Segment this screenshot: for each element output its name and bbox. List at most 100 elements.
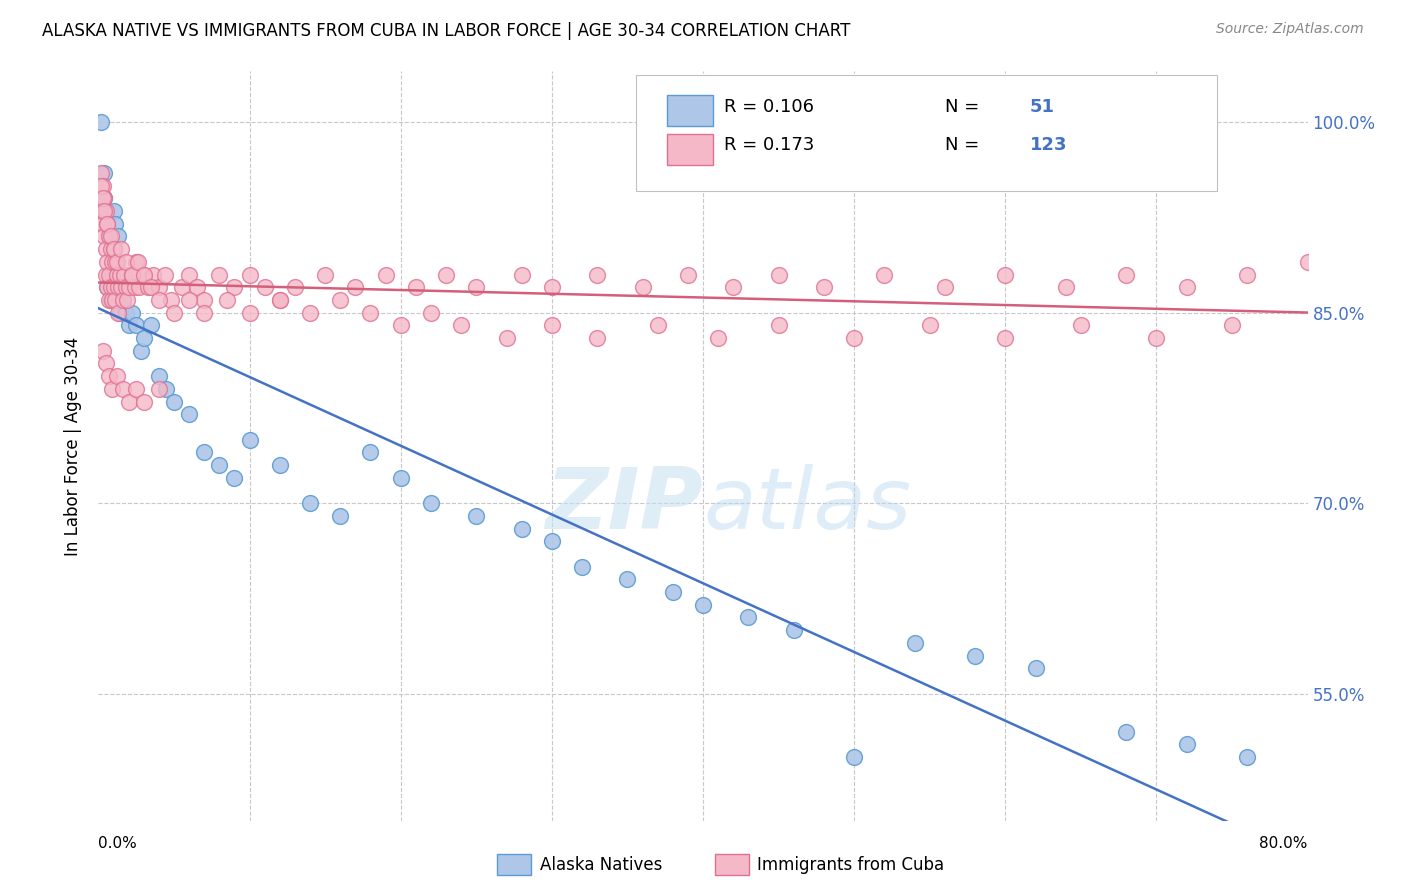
Point (360, 306, 382, 320)
Point (136, 280, 159, 294)
Point (269, 293, 291, 307)
Point (768, 268, 790, 282)
Text: R = 0.106: R = 0.106 (724, 98, 814, 116)
Point (93, 204, 115, 219)
Point (107, 229, 129, 244)
Point (1115, 724, 1137, 739)
Point (118, 280, 141, 294)
Point (737, 610, 759, 624)
Point (105, 280, 128, 294)
Text: Source: ZipAtlas.com: Source: ZipAtlas.com (1216, 22, 1364, 37)
Point (239, 306, 262, 320)
Point (783, 623, 806, 637)
Point (121, 268, 143, 282)
Point (100, 293, 122, 307)
Point (450, 318, 472, 333)
Point (93, 191, 115, 205)
Text: 51: 51 (1029, 98, 1054, 116)
Point (1144, 331, 1167, 345)
Point (179, 407, 201, 421)
Point (314, 268, 336, 282)
Point (115, 293, 138, 307)
Point (269, 293, 291, 307)
Point (374, 268, 396, 282)
Point (768, 318, 790, 333)
Point (111, 382, 134, 396)
Point (360, 445, 382, 459)
Point (510, 522, 533, 536)
Point (104, 255, 127, 269)
Point (91, 343, 114, 358)
Point (873, 268, 896, 282)
Point (101, 293, 124, 307)
Point (141, 280, 163, 294)
Point (100, 242, 122, 256)
Point (125, 318, 148, 333)
Point (89, 204, 111, 219)
Point (148, 280, 170, 294)
Point (132, 268, 155, 282)
Point (142, 268, 165, 282)
Point (94, 242, 117, 256)
Point (994, 331, 1017, 345)
Point (994, 268, 1017, 282)
Y-axis label: In Labor Force | Age 30-34: In Labor Force | Age 30-34 (65, 336, 83, 556)
Point (215, 293, 238, 307)
Point (141, 318, 163, 333)
Point (98, 229, 121, 244)
Point (1175, 280, 1198, 294)
Point (1070, 318, 1092, 333)
Point (269, 458, 291, 472)
Point (179, 268, 201, 282)
Point (1220, 318, 1243, 333)
Point (93, 229, 115, 244)
Text: Alaska Natives: Alaska Natives (540, 855, 662, 874)
Point (103, 242, 125, 256)
Point (127, 255, 149, 269)
Point (707, 331, 730, 345)
Point (93, 166, 115, 180)
Point (148, 293, 170, 307)
Point (723, 280, 745, 294)
Point (676, 268, 699, 282)
Point (103, 204, 125, 219)
Point (1115, 268, 1137, 282)
Point (98, 293, 121, 307)
Point (96, 217, 118, 231)
Point (125, 382, 148, 396)
Point (540, 280, 562, 294)
Point (114, 280, 136, 294)
Point (90, 166, 112, 180)
Point (96, 280, 118, 294)
Point (90, 115, 112, 129)
Point (239, 268, 262, 282)
Point (571, 559, 593, 574)
Point (904, 636, 927, 650)
Point (94, 204, 117, 219)
Point (1175, 738, 1198, 752)
Point (170, 280, 193, 294)
Point (96, 280, 118, 294)
Point (110, 280, 132, 294)
Point (91, 191, 114, 205)
Text: ALASKA NATIVE VS IMMIGRANTS FROM CUBA IN LABOR FORCE | AGE 30-34 CORRELATION CHA: ALASKA NATIVE VS IMMIGRANTS FROM CUBA IN… (42, 22, 851, 40)
Point (107, 306, 129, 320)
Point (91, 178, 114, 193)
Point (1054, 280, 1077, 294)
Point (586, 331, 609, 345)
Point (186, 280, 208, 294)
Point (420, 306, 443, 320)
Text: Immigrants from Cuba: Immigrants from Cuba (758, 855, 945, 874)
Point (114, 255, 136, 269)
Point (284, 280, 307, 294)
Point (155, 382, 177, 396)
Point (692, 598, 714, 612)
Point (540, 318, 562, 333)
Point (965, 648, 987, 663)
Point (647, 318, 669, 333)
Point (465, 508, 488, 523)
Text: N =: N = (945, 136, 979, 153)
Point (616, 572, 638, 586)
Point (101, 255, 124, 269)
Bar (666, 95, 713, 126)
